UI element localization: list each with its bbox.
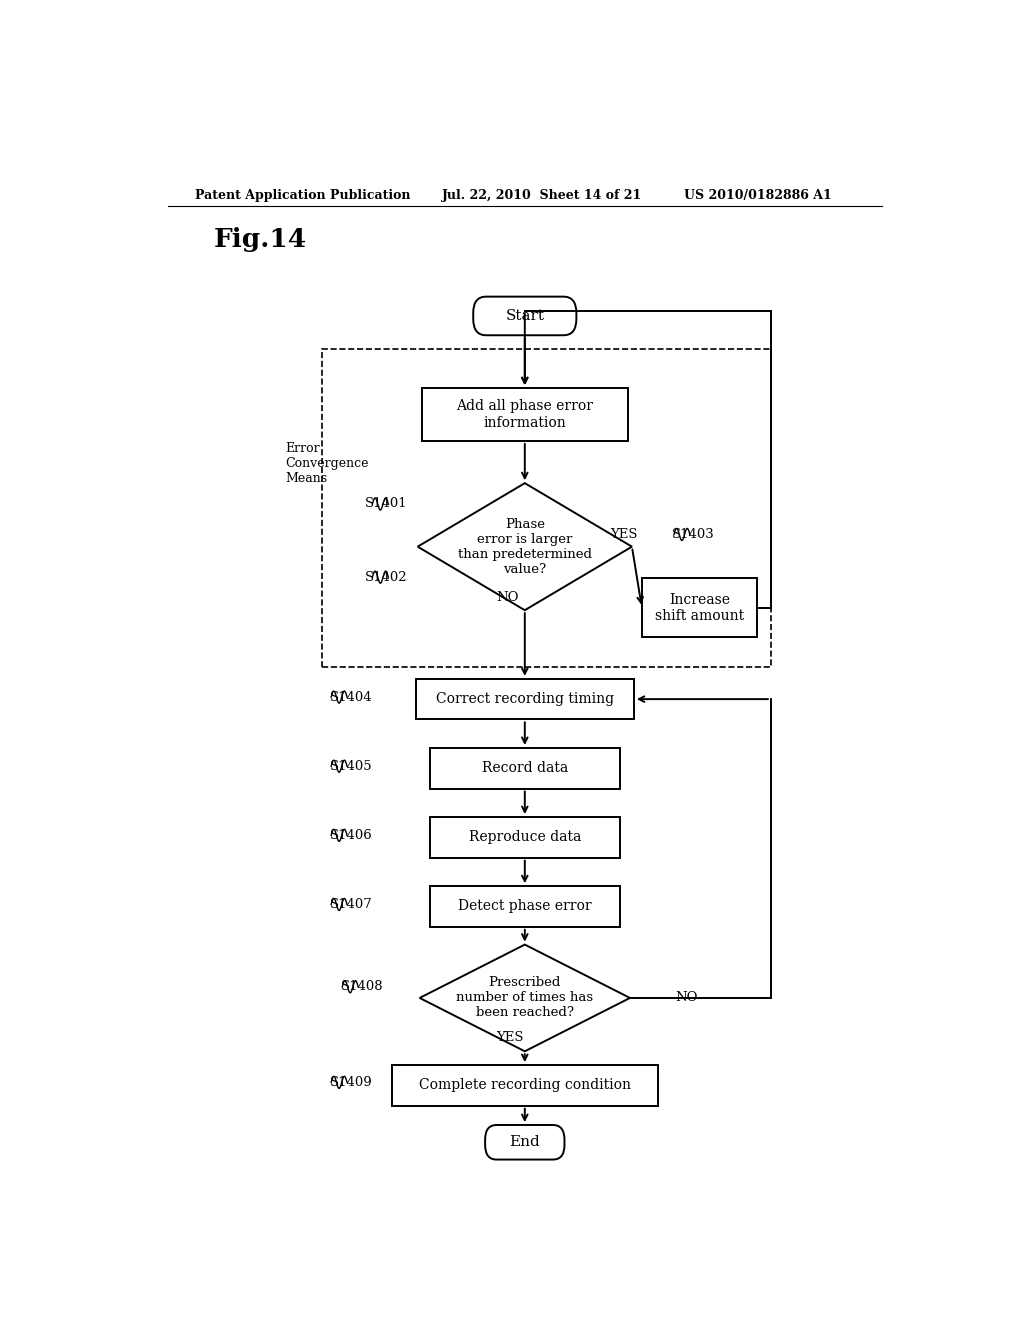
Text: YES: YES (497, 1031, 523, 1044)
Text: Patent Application Publication: Patent Application Publication (196, 189, 411, 202)
Text: Phase
error is larger
than predetermined
value?: Phase error is larger than predetermined… (458, 517, 592, 576)
Text: YES: YES (610, 528, 638, 541)
Text: Reproduce data: Reproduce data (469, 830, 581, 845)
Text: S1402: S1402 (365, 570, 408, 583)
Bar (323, 350, 771, 667)
Bar (430, 748, 621, 788)
Bar (416, 678, 634, 719)
Text: S1404: S1404 (331, 690, 373, 704)
Text: Correct recording timing: Correct recording timing (436, 692, 613, 706)
Polygon shape (418, 483, 632, 610)
Text: Jul. 22, 2010  Sheet 14 of 21: Jul. 22, 2010 Sheet 14 of 21 (441, 189, 642, 202)
Bar (392, 1065, 657, 1106)
Text: End: End (509, 1135, 541, 1150)
Text: Prescribed
number of times has
been reached?: Prescribed number of times has been reac… (457, 977, 593, 1019)
Text: S1408: S1408 (341, 981, 383, 993)
Text: Error
Convergence
Means: Error Convergence Means (285, 442, 369, 484)
Bar (430, 886, 621, 927)
Text: Complete recording condition: Complete recording condition (419, 1078, 631, 1093)
Text: NO: NO (676, 991, 698, 1005)
Text: Record data: Record data (481, 762, 568, 775)
FancyBboxPatch shape (473, 297, 577, 335)
Text: S1405: S1405 (331, 760, 373, 772)
Text: US 2010/0182886 A1: US 2010/0182886 A1 (684, 189, 831, 202)
Text: Increase
shift amount: Increase shift amount (654, 593, 744, 623)
Bar (642, 578, 757, 638)
Bar (422, 388, 628, 441)
Text: Add all phase error
information: Add all phase error information (457, 400, 593, 429)
Polygon shape (420, 945, 630, 1051)
Text: S1409: S1409 (331, 1076, 373, 1089)
Text: S1407: S1407 (331, 898, 373, 911)
Text: S1403: S1403 (672, 528, 715, 541)
Text: NO: NO (497, 591, 519, 605)
Text: Start: Start (505, 309, 545, 323)
Text: S1406: S1406 (331, 829, 373, 842)
Text: S1401: S1401 (365, 498, 408, 511)
Text: Fig.14: Fig.14 (214, 227, 307, 252)
Bar (430, 817, 621, 858)
FancyBboxPatch shape (485, 1125, 564, 1159)
Text: Detect phase error: Detect phase error (458, 899, 592, 913)
